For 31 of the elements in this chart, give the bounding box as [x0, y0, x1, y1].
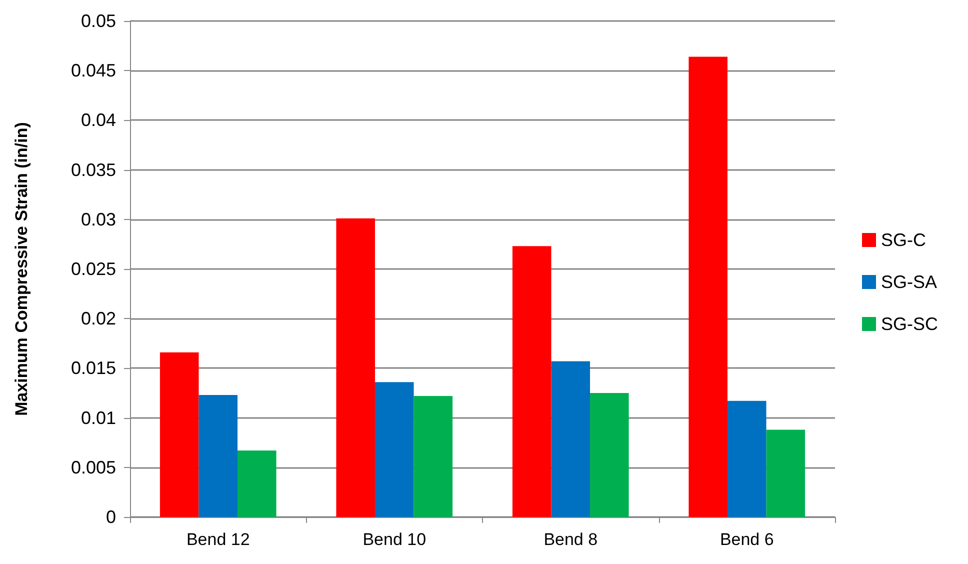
bar [727, 400, 766, 517]
x-tick-label: Bend 12 [186, 530, 250, 549]
y-tick-label: 0.02 [80, 308, 116, 329]
bar [336, 218, 375, 517]
y-tick-label: 0.03 [80, 209, 116, 230]
bar [160, 352, 199, 517]
bar [766, 430, 806, 517]
bar [688, 56, 728, 517]
bar [551, 361, 590, 517]
bar [374, 382, 414, 517]
y-tick-label: 0.01 [80, 408, 116, 428]
bar [238, 450, 276, 517]
bar [590, 393, 629, 517]
x-tick-label: Bend 10 [362, 530, 426, 549]
y-tick-label: 0.005 [70, 457, 116, 478]
legend-label: SG-SC [880, 314, 938, 334]
y-tick-label: 0.035 [70, 160, 116, 180]
bar [512, 246, 552, 517]
bar [198, 394, 238, 517]
y-tick-label: 0.05 [80, 11, 116, 31]
y-axis-title: Maximum Compressive Strain (in/in) [12, 122, 31, 416]
x-tick-label: Bend 8 [544, 530, 598, 549]
y-tick-label: 0.04 [80, 110, 116, 130]
y-tick-label: 0 [106, 507, 116, 527]
bar [414, 396, 453, 517]
y-tick-label: 0.045 [70, 60, 116, 81]
y-tick-label: 0.015 [70, 358, 116, 378]
y-tick-label: 0.025 [70, 259, 116, 279]
legend-label: SG-SA [880, 272, 938, 292]
x-tick-label: Bend 6 [720, 530, 774, 549]
legend-label: SG-C [880, 230, 926, 250]
